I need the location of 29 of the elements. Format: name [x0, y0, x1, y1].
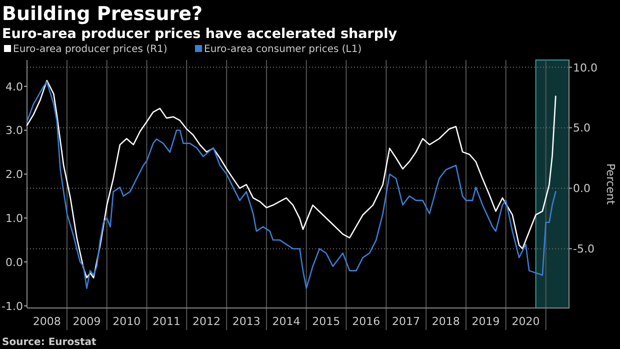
source-note: Source: Eurostat — [2, 337, 97, 348]
chart-title: Building Pressure? — [2, 3, 202, 25]
y-tick-label: 3.0 — [6, 124, 23, 138]
y-tick-label: 4.0 — [6, 80, 23, 94]
y-tick-label: 2.0 — [6, 168, 23, 182]
chart-subtitle: Euro-area producer prices have accelerated sharply — [2, 26, 398, 42]
x-tick-label: 2015 — [312, 315, 340, 328]
y-tick-label: 1.0 — [6, 212, 23, 226]
x-tick-label: 2019 — [472, 315, 500, 328]
y2-tick-label: 5.0 — [573, 122, 590, 135]
x-tick-label: 2012 — [192, 315, 220, 328]
x-tick-label: 2014 — [272, 315, 300, 328]
y2-tick-label: -5.0 — [573, 242, 594, 256]
x-tick-label: 2020 — [512, 315, 540, 328]
x-tick-label: 2008 — [32, 315, 61, 328]
y2-axis-title: Percent — [604, 163, 617, 206]
x-tick-label: 2013 — [232, 315, 260, 328]
legend-label: Euro-area producer prices (R1) — [13, 44, 168, 55]
x-tick-label: 2016 — [352, 315, 380, 328]
y2-tick-label: 0.0 — [573, 182, 590, 196]
y-tick-label: -1.0 — [2, 300, 23, 313]
x-tick-label: 2011 — [152, 315, 181, 328]
y-tick-label: 0.0 — [6, 256, 23, 269]
x-tick-label: 2018 — [432, 315, 460, 328]
x-tick-label: 2017 — [392, 315, 420, 328]
y2-tick-label: 10.0 — [573, 61, 598, 74]
x-tick-label: 2009 — [72, 315, 101, 328]
x-tick-label: 2010 — [112, 315, 141, 328]
legend-label: Euro-area consumer prices (L1) — [204, 44, 362, 55]
